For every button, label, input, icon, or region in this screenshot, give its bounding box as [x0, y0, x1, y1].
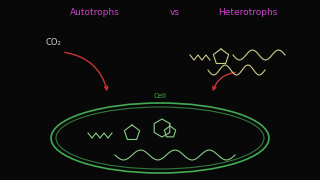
FancyArrowPatch shape: [213, 72, 235, 90]
Text: Autotrophs: Autotrophs: [70, 8, 120, 17]
FancyArrowPatch shape: [65, 52, 108, 90]
Text: CO₂: CO₂: [45, 37, 61, 46]
Text: Heterotrophs: Heterotrophs: [218, 8, 278, 17]
Text: Cell: Cell: [154, 93, 166, 99]
Text: vs: vs: [170, 8, 180, 17]
